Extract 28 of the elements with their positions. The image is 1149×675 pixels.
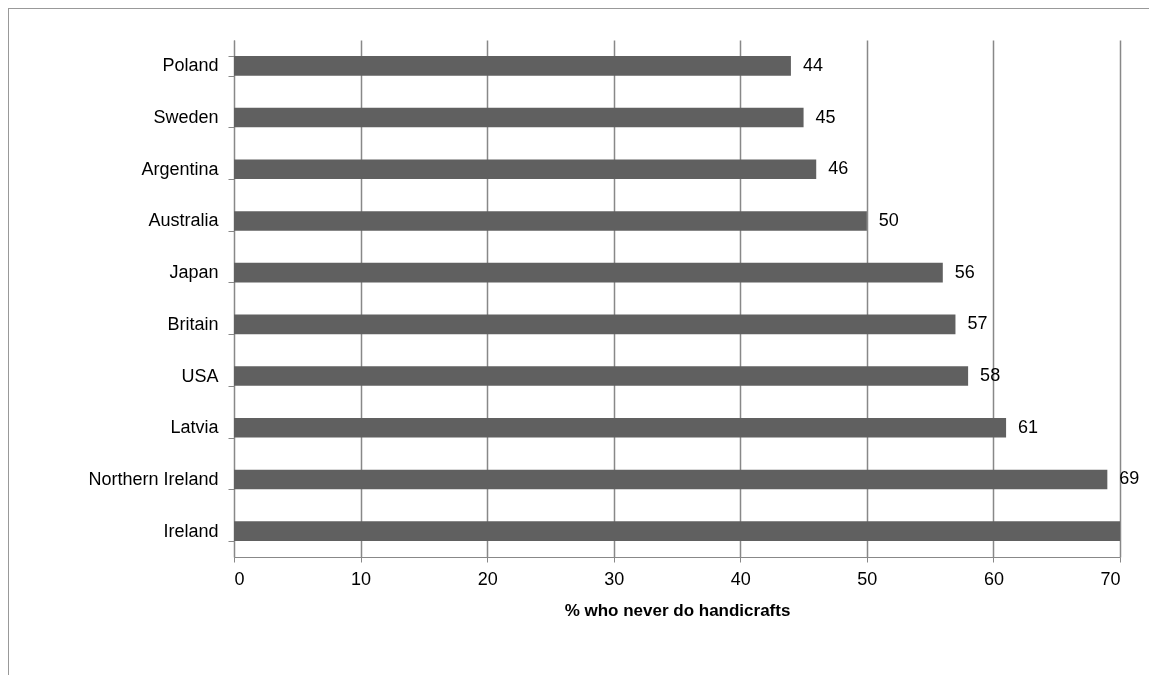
- x-tick-label: 40: [730, 568, 751, 589]
- data-label: 58: [980, 365, 1001, 386]
- data-label: 44: [802, 54, 823, 75]
- data-label: 61: [1018, 416, 1039, 437]
- x-tick-label: 70: [1100, 568, 1121, 589]
- x-tick-label: 50: [857, 568, 878, 589]
- data-label: 57: [967, 313, 988, 334]
- y-tick-label: Argentina: [141, 158, 220, 179]
- data-label: 56: [954, 261, 975, 282]
- x-tick-label: 20: [477, 568, 498, 589]
- x-tick-label: 10: [351, 568, 372, 589]
- data-label: 45: [815, 106, 836, 127]
- data-label: 69: [1119, 468, 1140, 489]
- data-label: 46: [828, 158, 849, 179]
- y-tick-label: Sweden: [153, 107, 219, 128]
- y-tick-label: Britain: [167, 313, 219, 334]
- y-tick-label: USA: [181, 365, 219, 386]
- x-tick-label: 30: [604, 568, 625, 589]
- x-tick-label: 0: [234, 568, 245, 589]
- x-tick-label: 60: [983, 568, 1004, 589]
- y-tick-label: Northern Ireland: [88, 468, 219, 489]
- y-tick-label: Poland: [162, 55, 219, 76]
- y-tick-label: Latvia: [170, 417, 220, 438]
- y-tick-label: Ireland: [163, 520, 219, 541]
- data-label: 50: [878, 209, 899, 230]
- x-axis-title: % who never do handicrafts: [564, 600, 791, 620]
- y-tick-label: Japan: [169, 262, 219, 283]
- y-tick-label: Australia: [148, 210, 220, 231]
